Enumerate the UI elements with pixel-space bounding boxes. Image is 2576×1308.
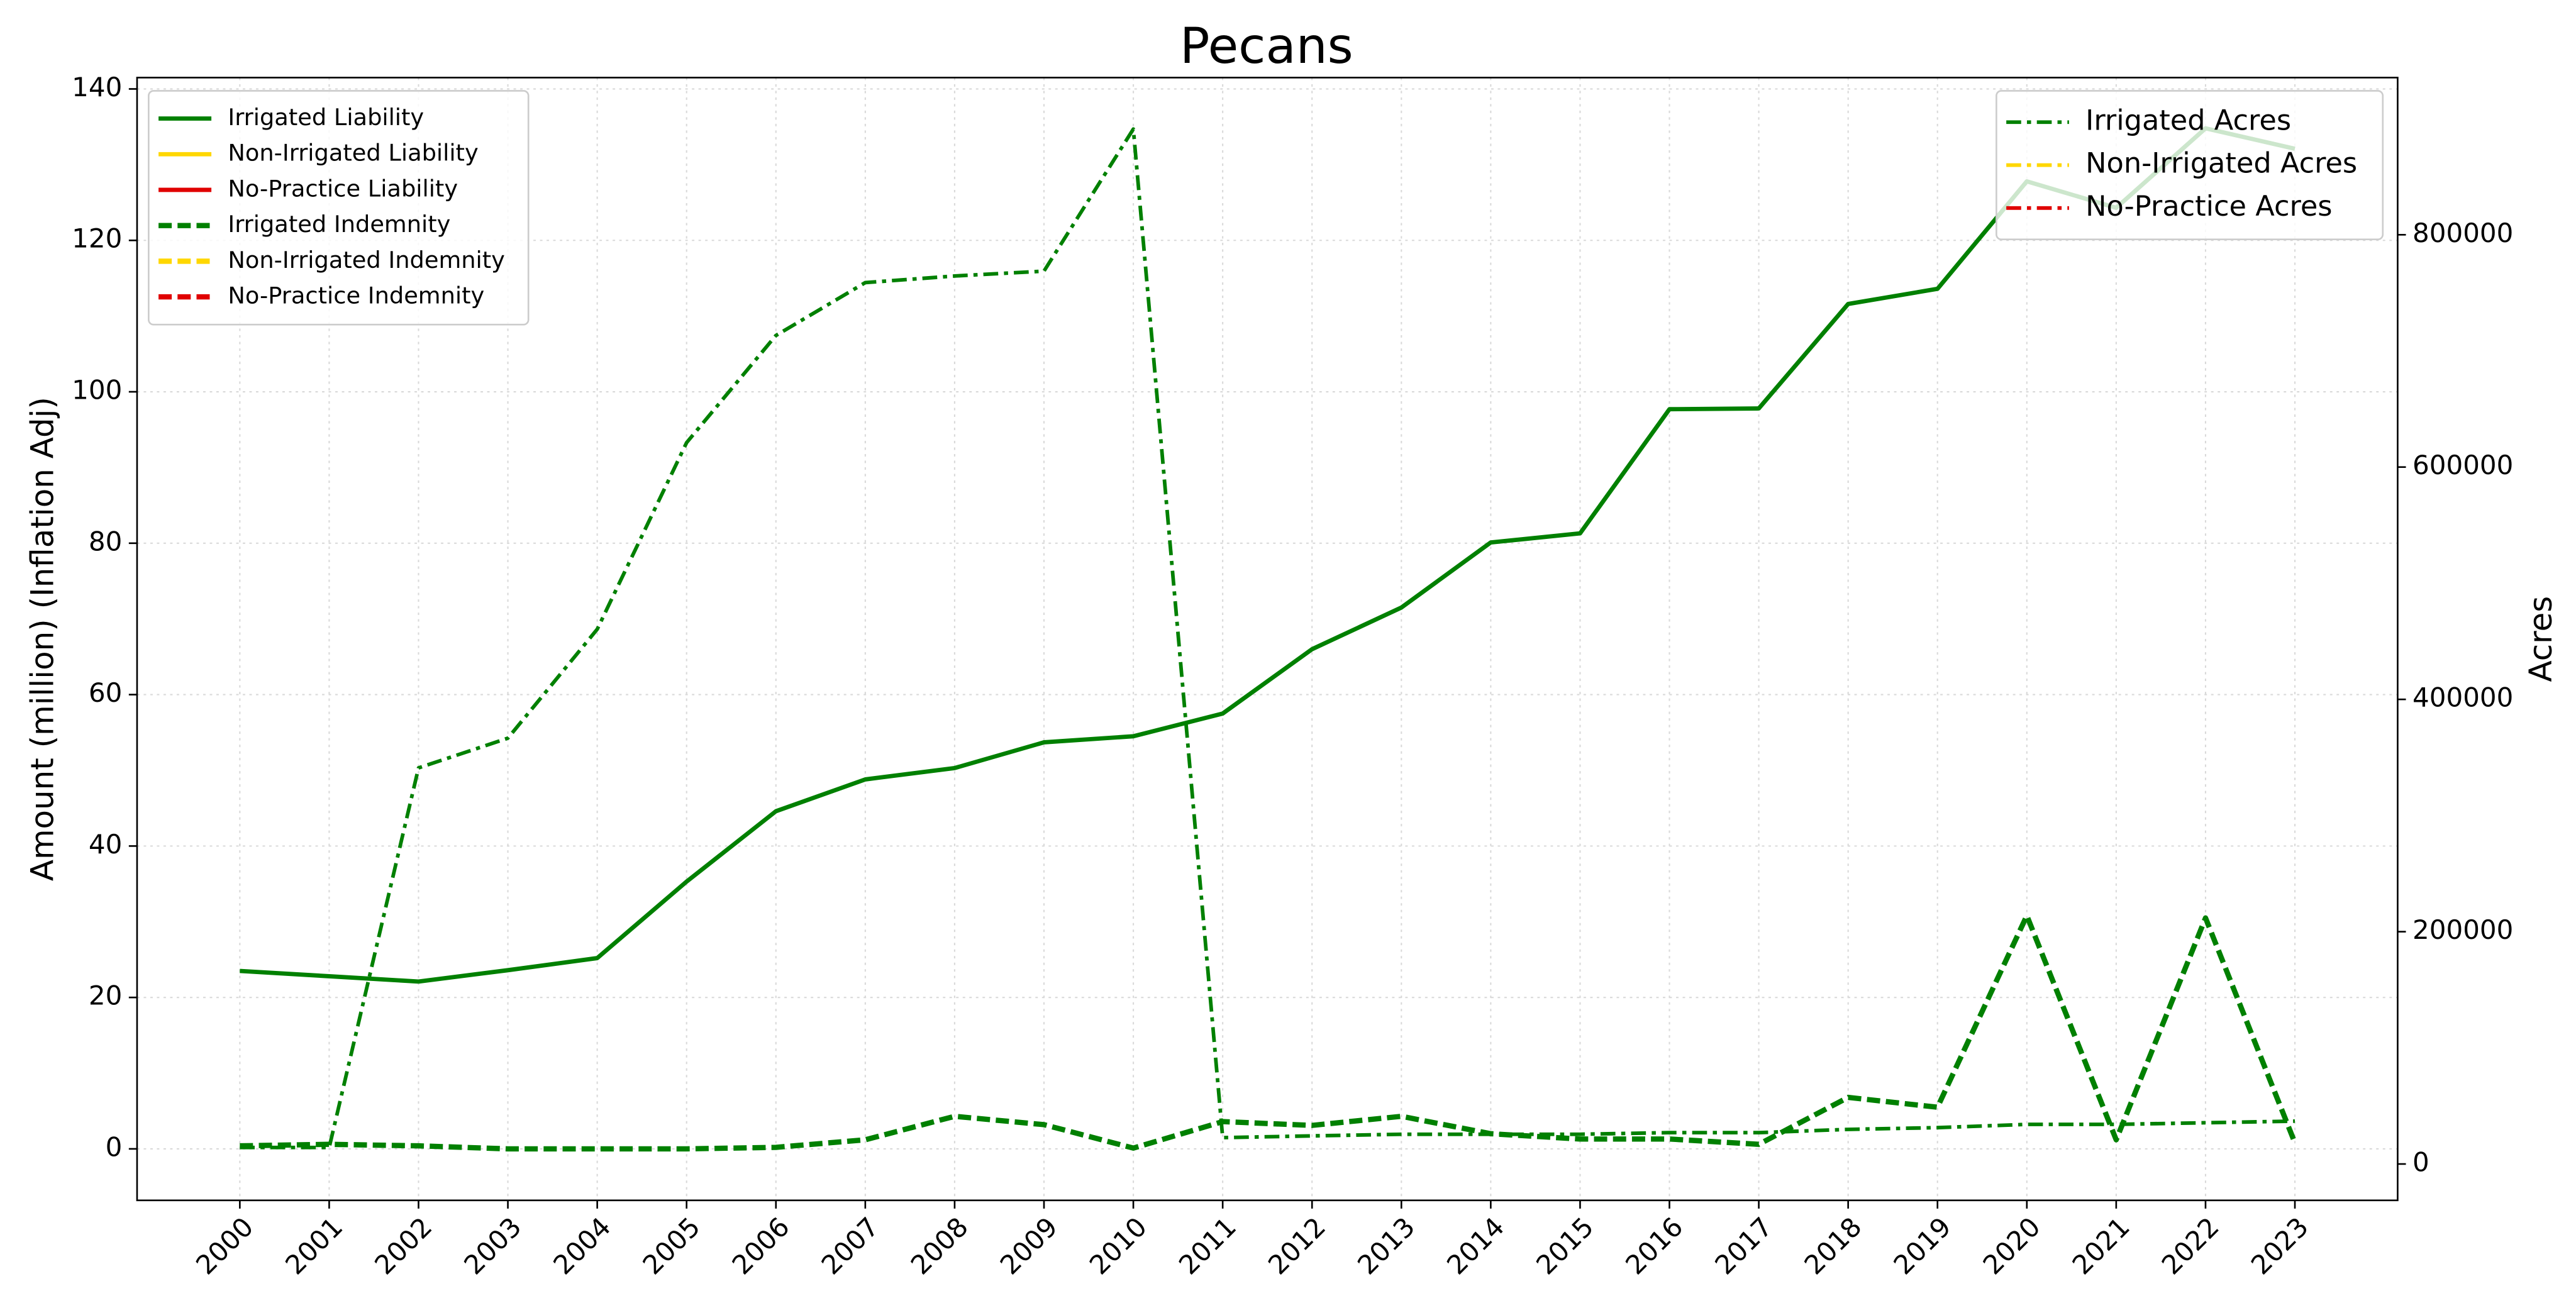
y2-tick-label: 0: [2412, 1146, 2429, 1177]
y-tick-label: 20: [89, 980, 122, 1011]
x-tick-label: 2020: [1977, 1211, 2046, 1280]
series-line: [240, 126, 2296, 984]
y-tick-label: 60: [89, 677, 122, 708]
x-tick-label: 2015: [1530, 1211, 1599, 1280]
x-tick-label: 2003: [458, 1211, 527, 1280]
series-line: [240, 912, 2297, 1152]
legend-box: [148, 90, 530, 326]
x-tick-label: 2001: [279, 1211, 348, 1280]
legend-label: No-Practice Acres: [2085, 190, 2332, 223]
legend: Irrigated Acres Non-Irrigated Acres No-Pra…: [1996, 90, 2384, 241]
x-tick-label: 2014: [1441, 1211, 1510, 1280]
legend-label: Irrigated Acres: [2085, 104, 2291, 136]
y-tick-label: 100: [72, 375, 122, 406]
y2-tick-label: 800000: [2412, 218, 2513, 248]
x-tick-label: 2023: [2245, 1211, 2314, 1280]
x-tick-label: 2017: [1709, 1211, 1778, 1280]
y-tick-label: 40: [89, 829, 122, 860]
y2-tick-label: 400000: [2412, 682, 2513, 713]
legend-label: Non-Irrigated Liability: [228, 140, 478, 167]
y-tick-label: 80: [89, 526, 122, 557]
y2-tick-label: 200000: [2412, 914, 2513, 945]
x-tick-label: 2012: [1262, 1211, 1331, 1280]
x-tick-label: 2008: [905, 1211, 974, 1280]
legend-label: No-Practice Indemnity: [228, 282, 484, 309]
x-tick-label: 2013: [1352, 1211, 1421, 1280]
x-tick-label: 2009: [994, 1211, 1063, 1280]
x-tick-label: 2010: [1084, 1211, 1153, 1280]
x-tick-label: 2005: [636, 1211, 706, 1280]
legend-label: Irrigated Liability: [228, 104, 424, 131]
x-tick-label: 2006: [726, 1211, 796, 1280]
x-tick-label: 2007: [816, 1211, 885, 1280]
chart-title: Pecans: [1180, 17, 1353, 75]
y-tick-label: 120: [72, 223, 122, 254]
x-tick-label: 2004: [547, 1211, 616, 1280]
x-tick-label: 2018: [1798, 1211, 1867, 1280]
x-tick-label: 2016: [1619, 1211, 1689, 1280]
y2-tick-label: 600000: [2412, 450, 2513, 480]
y-axis-label: Amount (million) (Inflation Adj): [24, 397, 60, 881]
x-tick-label: 2000: [190, 1211, 259, 1280]
legend-label: Non-Irrigated Indemnity: [228, 247, 505, 274]
y-tick-label: 140: [72, 72, 122, 103]
legend-label: Irrigated Indemnity: [228, 211, 450, 238]
y2-axis-label: Acres: [2523, 596, 2559, 682]
legend-box: [1996, 90, 2384, 241]
x-tick-label: 2011: [1173, 1211, 1242, 1280]
series-line: [240, 127, 2296, 1150]
y-tick-label: 0: [106, 1131, 123, 1162]
x-tick-label: 2002: [369, 1211, 438, 1280]
legend-label: Non-Irrigated Acres: [2085, 147, 2357, 180]
x-tick-label: 2022: [2156, 1211, 2225, 1280]
x-tick-label: 2019: [1887, 1211, 1957, 1280]
legend: Irrigated Liability Non-Irrigated Liabili…: [148, 90, 530, 326]
plot-frame: [136, 77, 2399, 1202]
x-tick-label: 2021: [2067, 1211, 2136, 1280]
legend-label: No-Practice Liability: [228, 175, 458, 202]
